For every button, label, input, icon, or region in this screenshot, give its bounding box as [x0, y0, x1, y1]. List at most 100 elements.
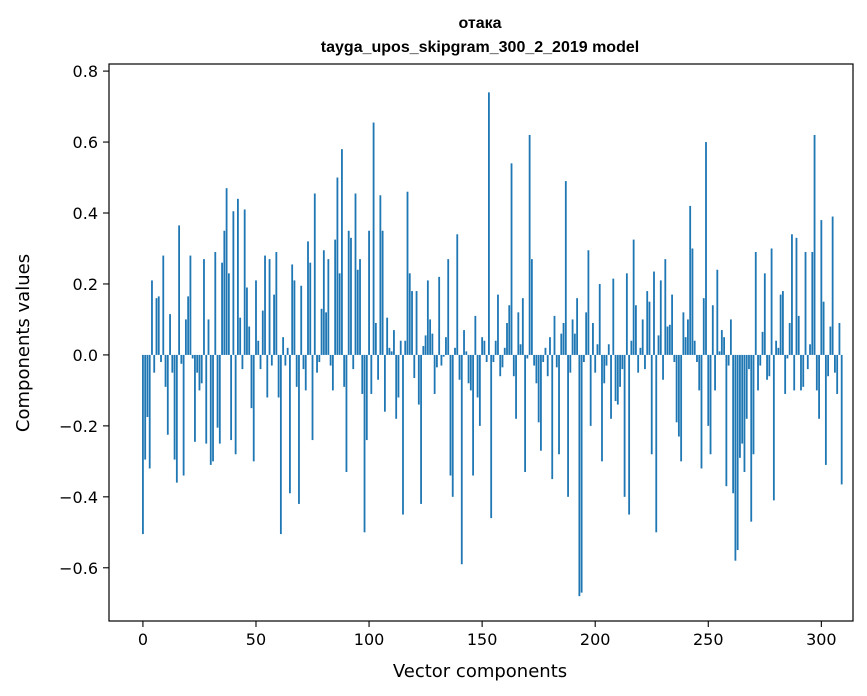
y-axis-ticks: −0.6 −0.4 −0.2 0.0 0.2 0.4 0.6 0.8: [59, 62, 109, 578]
bar: [320, 308, 323, 355]
bar: [350, 237, 352, 355]
bar: [549, 337, 551, 355]
bar: [542, 354, 545, 363]
bar: [144, 354, 147, 460]
bar: [264, 255, 266, 355]
bar: [811, 252, 814, 355]
bar: [777, 347, 780, 355]
x-tick-label: 300: [806, 630, 837, 649]
bar: [440, 354, 443, 366]
bar: [379, 195, 382, 355]
bar: [594, 354, 597, 373]
x-tick-label: 50: [246, 630, 266, 649]
bar: [766, 354, 768, 380]
bar: [601, 354, 603, 462]
bar: [623, 354, 626, 497]
bar: [198, 354, 201, 391]
bar: [331, 354, 334, 391]
bar: [612, 278, 615, 355]
bar: [813, 134, 816, 355]
bar: [736, 354, 739, 551]
bar: [576, 298, 579, 355]
bar: [155, 298, 158, 355]
bar: [727, 354, 730, 366]
bar: [383, 354, 386, 412]
bar: [456, 234, 459, 355]
bar: [406, 191, 409, 355]
bar: [775, 340, 778, 355]
bar: [757, 354, 759, 391]
bar: [386, 317, 389, 355]
bar: [438, 276, 441, 355]
bar: [673, 354, 676, 363]
bar: [698, 354, 701, 391]
bar: [530, 259, 533, 355]
bar: [481, 337, 484, 355]
bar: [237, 198, 239, 355]
bar: [598, 283, 601, 355]
bar: [252, 354, 255, 462]
bar: [187, 296, 190, 355]
bar: [442, 354, 445, 357]
bar: [761, 331, 764, 355]
bar: [356, 269, 359, 355]
bar: [707, 354, 710, 426]
bar: [784, 354, 787, 394]
bar: [395, 354, 398, 419]
bar: [189, 255, 192, 355]
bar: [286, 347, 289, 355]
bar: [447, 259, 450, 355]
bar: [752, 354, 755, 455]
bar: [621, 354, 624, 370]
bar: [426, 280, 429, 355]
bar: [610, 354, 612, 419]
bar: [207, 319, 210, 355]
bar: [506, 322, 508, 355]
bar: [555, 354, 558, 368]
bar: [585, 312, 588, 355]
bar: [666, 326, 669, 355]
bar: [151, 280, 153, 355]
bar: [478, 354, 481, 426]
bar: [716, 269, 719, 355]
bar: [298, 354, 300, 504]
bar: [490, 354, 493, 519]
bar: [569, 354, 572, 373]
bars-group: [142, 92, 843, 597]
bar: [483, 340, 486, 355]
bar: [166, 354, 169, 435]
bar: [768, 354, 771, 377]
bar: [182, 354, 185, 476]
bar: [239, 317, 242, 355]
bar: [327, 259, 330, 355]
bar: [377, 354, 380, 380]
bar: [503, 347, 506, 355]
bar: [465, 351, 468, 355]
bar: [259, 354, 262, 370]
y-axis-label: Components values: [13, 254, 34, 432]
bar: [146, 354, 149, 418]
bar: [257, 340, 260, 355]
bar: [429, 319, 432, 355]
bar: [160, 354, 162, 363]
bar: [700, 354, 703, 469]
chart-title: отака: [458, 15, 501, 32]
bar: [734, 354, 737, 561]
bar: [162, 255, 165, 355]
bar: [497, 294, 499, 355]
bar: [589, 354, 592, 426]
bar: [779, 294, 782, 355]
bar: [680, 354, 683, 462]
bar: [824, 354, 827, 465]
bar: [693, 340, 696, 355]
bar: [732, 354, 735, 494]
bar: [705, 142, 707, 355]
x-axis-ticks: 0 50 100 150 200 250 300: [138, 621, 837, 649]
bar: [668, 324, 671, 355]
bar: [433, 354, 436, 394]
bar: [510, 163, 513, 355]
bar: [469, 354, 472, 391]
bar: [684, 337, 687, 355]
bar: [354, 193, 357, 355]
bar: [702, 298, 705, 355]
